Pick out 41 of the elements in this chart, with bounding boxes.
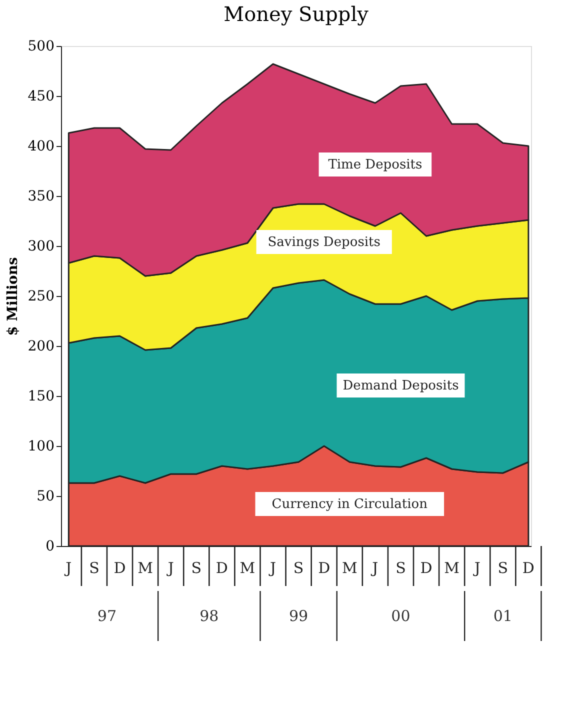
text: 97 bbox=[97, 607, 117, 625]
x-tick-label: J bbox=[166, 559, 174, 577]
x-tick-label: D bbox=[522, 559, 534, 577]
chart-title: Money Supply bbox=[224, 2, 370, 26]
x-tick-label: M bbox=[342, 559, 358, 577]
x-tick-label: S bbox=[191, 559, 202, 577]
y-tick-label: 50 bbox=[36, 488, 54, 504]
x-tick-label: J bbox=[370, 559, 378, 577]
x-tick-label: D bbox=[114, 559, 126, 577]
y-tick-label: 400 bbox=[28, 138, 54, 154]
series-label: Savings Deposits bbox=[268, 235, 380, 250]
y-tick-label: 350 bbox=[28, 188, 54, 204]
y-tick-label: 500 bbox=[28, 38, 54, 54]
series-label: Demand Deposits bbox=[342, 378, 459, 394]
x-tick-label: S bbox=[498, 559, 508, 577]
text: 99 bbox=[289, 607, 308, 625]
x-tick-label: D bbox=[318, 559, 330, 577]
series-label: Time Deposits bbox=[328, 158, 422, 172]
y-axis-title: $ Millions bbox=[4, 256, 21, 336]
x-tick-label: J bbox=[64, 559, 72, 577]
y-tick-label: 300 bbox=[28, 238, 54, 254]
x-tick-label: D bbox=[216, 559, 228, 577]
x-tick-label: S bbox=[293, 559, 304, 577]
x-tick-label: M bbox=[240, 559, 256, 577]
series-label: Currency in Circulation bbox=[272, 497, 428, 512]
x-tick-label: S bbox=[89, 559, 100, 577]
y-tick-label: 0 bbox=[46, 538, 54, 554]
x-tick-label: M bbox=[444, 559, 460, 577]
x-tick-label: M bbox=[138, 559, 153, 577]
x-tick-label: D bbox=[420, 559, 432, 577]
x-tick-label: S bbox=[396, 559, 406, 577]
y-tick-label: 200 bbox=[28, 338, 54, 354]
y-tick-label: 100 bbox=[28, 438, 54, 454]
text: 01 bbox=[493, 607, 512, 625]
x-tick-label: J bbox=[472, 559, 480, 577]
y-tick-label: 250 bbox=[28, 288, 54, 304]
x-tick-label: J bbox=[268, 559, 276, 577]
text: 00 bbox=[391, 607, 410, 625]
text: 98 bbox=[200, 607, 219, 625]
y-tick-label: 450 bbox=[28, 88, 54, 104]
y-tick-label: 150 bbox=[28, 388, 54, 404]
